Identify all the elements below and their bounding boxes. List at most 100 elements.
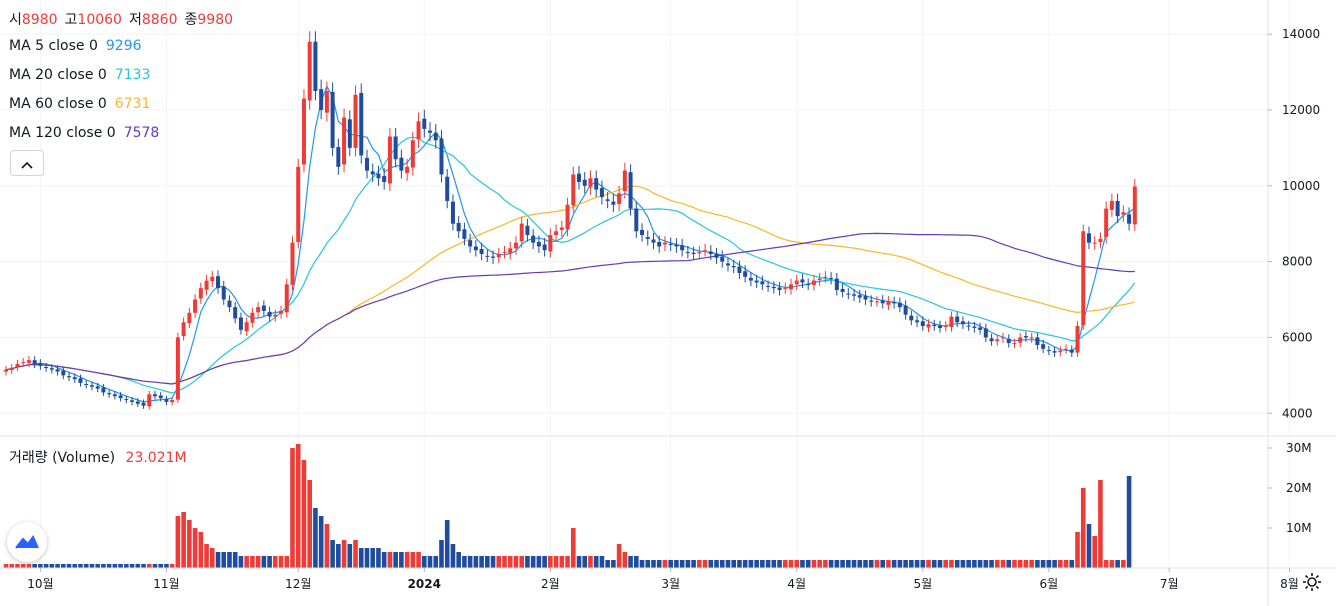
- candle-body: [783, 288, 788, 290]
- volume-bar: [674, 560, 679, 568]
- volume-bar: [152, 564, 158, 568]
- ohlc-label: 종: [184, 12, 198, 28]
- candle-body: [15, 363, 20, 368]
- volume-bar: [209, 548, 215, 568]
- candle-body: [846, 293, 851, 295]
- volume-bar: [1052, 560, 1057, 568]
- candle-body: [238, 317, 243, 330]
- volume-bar: [708, 560, 714, 568]
- tradingview-logo-icon[interactable]: [7, 522, 47, 562]
- volume-bar: [112, 564, 118, 568]
- candle-body: [439, 138, 444, 175]
- volume-bar: [994, 560, 1000, 568]
- candle-body: [525, 225, 530, 236]
- candle-body: [313, 41, 318, 91]
- volume-bar: [244, 556, 249, 568]
- candle-body: [1001, 337, 1006, 339]
- settings-gear-button[interactable]: [1300, 572, 1324, 596]
- time-tick-label: 12월: [285, 577, 311, 591]
- price-tick-label: 8000: [1282, 255, 1313, 269]
- volume-bar: [582, 556, 588, 568]
- volume-bar: [868, 560, 874, 568]
- candle-body: [502, 252, 507, 254]
- candle-body: [725, 263, 730, 266]
- candle-body: [519, 223, 524, 242]
- ohlc-label: 시: [9, 12, 22, 28]
- candle-body: [909, 315, 914, 321]
- volume-bar: [794, 560, 800, 568]
- candle-body: [565, 204, 570, 230]
- candle-body: [405, 166, 410, 173]
- candle-body: [49, 368, 54, 370]
- candle-body: [811, 280, 816, 285]
- volume-bar: [66, 564, 72, 568]
- volume-bar: [456, 552, 461, 568]
- volume-bar: [479, 556, 484, 568]
- volume-bar: [800, 560, 805, 568]
- candle-body: [112, 394, 117, 397]
- volume-bar: [204, 544, 209, 568]
- gear-icon: [1302, 572, 1322, 596]
- ma-line-120: [5, 232, 1135, 385]
- collapse-legend-button[interactable]: [10, 150, 44, 176]
- volume-bar: [886, 560, 891, 568]
- candle-body: [181, 322, 186, 337]
- volume-bar: [393, 552, 398, 568]
- volume-bar: [175, 516, 181, 568]
- candle-body: [863, 296, 868, 300]
- candle-body: [789, 284, 794, 290]
- volume-bar: [404, 552, 410, 568]
- candle-body: [920, 321, 925, 327]
- candle-body: [668, 243, 673, 245]
- candle-body: [628, 172, 633, 209]
- candle-body: [703, 250, 708, 252]
- volume-bar: [502, 556, 507, 568]
- volume-bar: [83, 564, 89, 568]
- volume-label: 거래량 (Volume): [9, 450, 116, 466]
- volume-bar: [1080, 488, 1086, 568]
- candle-body: [748, 277, 753, 281]
- candle-body: [645, 237, 650, 239]
- candle-body: [651, 239, 656, 243]
- volume-bar: [914, 560, 920, 568]
- volume-bar: [399, 552, 404, 568]
- candle-body: [852, 294, 857, 296]
- candle-body: [892, 301, 897, 304]
- candle-body: [1029, 337, 1034, 339]
- candle-body: [164, 399, 169, 402]
- volume-bar: [937, 560, 943, 568]
- candle-body: [937, 325, 942, 328]
- ma-legend-row: MA 5 close 0 9296: [9, 38, 159, 67]
- volume-bar: [1098, 480, 1103, 568]
- volume-bar: [599, 556, 605, 568]
- volume-bar: [593, 556, 599, 568]
- candle-body: [1012, 343, 1017, 345]
- volume-bar: [628, 556, 633, 568]
- candle-body: [657, 241, 662, 247]
- volume-bar: [198, 532, 204, 568]
- volume-tick-label: 10M: [1286, 521, 1312, 535]
- volume-bar: [232, 552, 238, 568]
- volume-bar: [760, 560, 765, 568]
- ma-name: MA 5 close 0: [9, 38, 98, 54]
- volume-bar: [146, 564, 152, 568]
- candle-body: [250, 312, 255, 323]
- volume-bar: [748, 560, 754, 568]
- candle-body: [376, 173, 381, 179]
- candle-body: [256, 307, 261, 313]
- volume-bar: [1069, 560, 1075, 568]
- volume-bar: [353, 540, 358, 568]
- candle-body: [1046, 350, 1051, 352]
- candle-body: [193, 299, 198, 313]
- volume-bar: [840, 560, 845, 568]
- ma-name: MA 60 close 0: [9, 96, 107, 112]
- ma-legend-row: MA 120 close 0 7578: [9, 125, 159, 154]
- volume-bar: [273, 556, 278, 568]
- candle-body: [147, 394, 152, 407]
- volume-bar: [983, 560, 989, 568]
- time-tick-label: 10월: [27, 577, 53, 591]
- volume-bar: [490, 556, 496, 568]
- volume-bar: [616, 544, 622, 568]
- volume-bar: [301, 460, 307, 568]
